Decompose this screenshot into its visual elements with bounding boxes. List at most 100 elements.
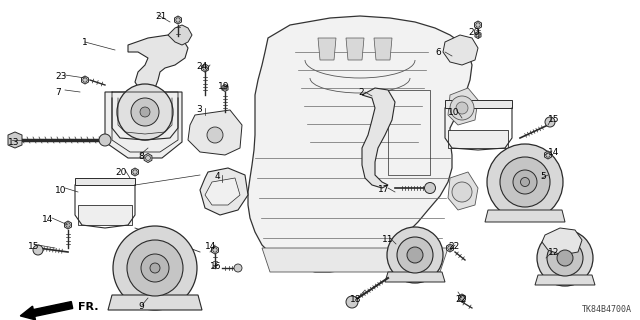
Circle shape — [545, 117, 555, 127]
Circle shape — [131, 98, 159, 126]
Circle shape — [203, 66, 207, 70]
Text: 18: 18 — [350, 295, 362, 304]
Polygon shape — [175, 16, 182, 24]
Polygon shape — [448, 130, 508, 148]
Text: 17: 17 — [378, 185, 390, 194]
Circle shape — [127, 240, 183, 296]
Circle shape — [140, 107, 150, 117]
Circle shape — [150, 263, 160, 273]
Polygon shape — [475, 31, 481, 38]
Polygon shape — [200, 168, 248, 215]
Circle shape — [346, 296, 358, 308]
Polygon shape — [474, 21, 481, 29]
Circle shape — [83, 78, 87, 82]
Polygon shape — [202, 64, 209, 72]
Text: 10: 10 — [55, 186, 67, 195]
Circle shape — [456, 102, 468, 114]
Polygon shape — [108, 295, 202, 310]
Polygon shape — [458, 294, 465, 302]
Circle shape — [513, 170, 537, 194]
Text: 20: 20 — [468, 28, 479, 37]
Text: 22: 22 — [455, 295, 467, 304]
Text: 16: 16 — [210, 262, 221, 271]
Text: 7: 7 — [55, 88, 61, 97]
FancyArrow shape — [20, 301, 73, 320]
Text: 15: 15 — [548, 115, 559, 124]
Text: 21: 21 — [155, 12, 166, 21]
Text: FR.: FR. — [78, 302, 99, 312]
Text: 2: 2 — [358, 88, 364, 97]
Circle shape — [99, 134, 111, 146]
Polygon shape — [443, 35, 478, 65]
Circle shape — [452, 182, 472, 202]
Text: 15: 15 — [28, 242, 40, 251]
Polygon shape — [445, 100, 512, 108]
Polygon shape — [262, 248, 448, 272]
Circle shape — [113, 226, 197, 310]
Circle shape — [223, 86, 227, 90]
Text: 11: 11 — [382, 235, 394, 244]
Text: 3: 3 — [196, 105, 202, 114]
Polygon shape — [128, 35, 188, 92]
Text: 22: 22 — [448, 242, 460, 251]
Text: 10: 10 — [448, 108, 460, 117]
Text: 1: 1 — [82, 38, 88, 47]
Circle shape — [460, 296, 464, 300]
Circle shape — [117, 84, 173, 140]
Polygon shape — [248, 16, 472, 272]
Polygon shape — [168, 25, 192, 45]
Text: 4: 4 — [215, 172, 221, 181]
Circle shape — [546, 153, 550, 157]
Polygon shape — [535, 275, 595, 285]
Circle shape — [448, 246, 452, 250]
Polygon shape — [8, 132, 22, 148]
Polygon shape — [545, 151, 552, 159]
Circle shape — [537, 230, 593, 286]
Circle shape — [557, 250, 573, 266]
Polygon shape — [105, 92, 182, 158]
Polygon shape — [542, 228, 582, 255]
Polygon shape — [132, 168, 138, 176]
Circle shape — [424, 182, 435, 194]
Text: 8: 8 — [138, 152, 144, 161]
Text: 12: 12 — [548, 248, 559, 257]
Polygon shape — [385, 272, 445, 282]
Circle shape — [133, 170, 137, 174]
Polygon shape — [346, 38, 364, 60]
Polygon shape — [144, 154, 152, 163]
Circle shape — [476, 23, 480, 27]
Text: 9: 9 — [138, 302, 144, 311]
Polygon shape — [374, 38, 392, 60]
Polygon shape — [318, 38, 336, 60]
Circle shape — [141, 254, 169, 282]
Circle shape — [407, 247, 423, 263]
Polygon shape — [485, 210, 565, 222]
Polygon shape — [81, 76, 88, 84]
Text: 6: 6 — [435, 48, 441, 57]
Polygon shape — [212, 246, 218, 254]
Text: 14: 14 — [42, 215, 53, 224]
Text: 24: 24 — [196, 62, 207, 71]
Text: 13: 13 — [8, 138, 19, 147]
Circle shape — [450, 96, 474, 120]
Text: 14: 14 — [205, 242, 216, 251]
Polygon shape — [222, 84, 228, 92]
Polygon shape — [448, 88, 478, 125]
Circle shape — [33, 245, 43, 255]
Polygon shape — [362, 88, 395, 188]
Circle shape — [212, 248, 217, 252]
Polygon shape — [205, 178, 240, 205]
Polygon shape — [78, 205, 132, 225]
Circle shape — [487, 144, 563, 220]
Polygon shape — [75, 178, 135, 185]
Circle shape — [520, 178, 529, 187]
Polygon shape — [65, 221, 72, 229]
Polygon shape — [188, 110, 242, 155]
Circle shape — [234, 264, 242, 272]
Circle shape — [547, 240, 583, 276]
Text: TK84B4700A: TK84B4700A — [582, 305, 632, 314]
Circle shape — [387, 227, 443, 283]
Text: 20: 20 — [115, 168, 126, 177]
Text: 23: 23 — [55, 72, 67, 81]
Text: 19: 19 — [218, 82, 230, 91]
